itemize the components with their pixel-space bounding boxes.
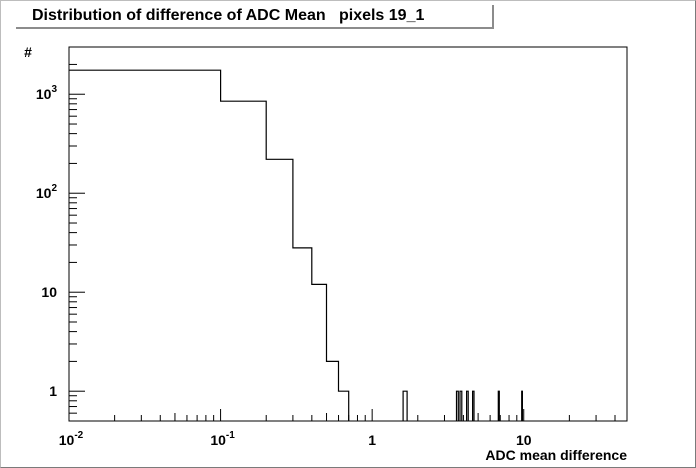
histogram-step — [455, 390, 459, 421]
histogram-step — [497, 390, 500, 421]
x-tick-label: 10-2 — [59, 430, 84, 448]
x-axis-label: ADC mean difference — [485, 447, 627, 463]
y-axis-label: # — [24, 44, 32, 60]
x-tick-label: 1 — [368, 432, 376, 448]
histogram-step — [69, 69, 350, 421]
histogram-step — [521, 390, 524, 421]
x-tick-label: 10 — [516, 432, 532, 448]
y-tick-label: 102 — [36, 183, 58, 201]
y-tick-label: 10 — [41, 284, 57, 300]
y-tick-label: 103 — [36, 84, 58, 102]
y-tick-label: 1 — [49, 383, 57, 399]
histogram-step — [402, 390, 408, 421]
chart-title: Distribution of difference of ADC Mean p… — [32, 7, 425, 24]
x-tick-label: 10-1 — [210, 430, 235, 448]
histogram-step — [459, 390, 463, 421]
title-box: Distribution of difference of ADC Mean p… — [16, 5, 494, 29]
histogram-step — [472, 390, 475, 421]
histogram-step — [466, 390, 469, 421]
plot-frame — [68, 46, 628, 422]
